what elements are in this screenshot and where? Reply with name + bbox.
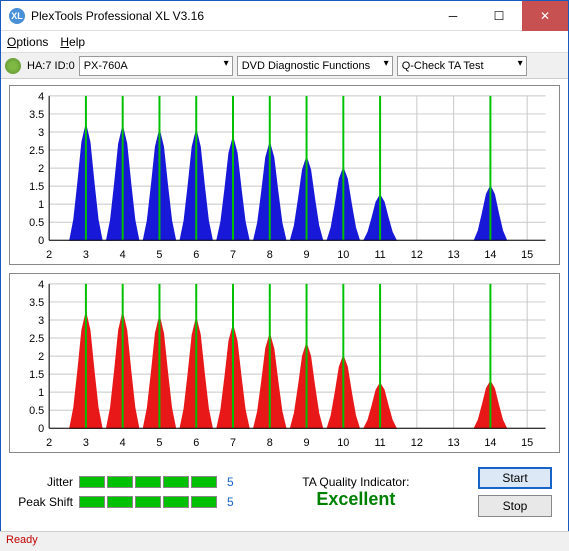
svg-text:8: 8 bbox=[267, 249, 273, 261]
svg-text:2.5: 2.5 bbox=[29, 333, 44, 345]
bar-segment bbox=[135, 476, 161, 488]
device-icon bbox=[5, 58, 21, 74]
svg-text:0.5: 0.5 bbox=[29, 405, 44, 417]
svg-text:0: 0 bbox=[38, 423, 44, 435]
stop-button[interactable]: Stop bbox=[478, 495, 552, 517]
svg-text:1.5: 1.5 bbox=[29, 369, 44, 381]
svg-text:11: 11 bbox=[374, 437, 385, 449]
svg-text:6: 6 bbox=[193, 437, 199, 449]
menu-options[interactable]: Options bbox=[7, 35, 48, 49]
svg-text:14: 14 bbox=[484, 437, 496, 449]
svg-text:12: 12 bbox=[411, 437, 423, 449]
svg-text:0: 0 bbox=[38, 235, 44, 247]
bar-segment bbox=[163, 496, 189, 508]
svg-text:5: 5 bbox=[156, 437, 162, 449]
bottom-panel: Jitter 5 Peak Shift 5 TA Quality Indicat… bbox=[9, 461, 560, 521]
svg-text:15: 15 bbox=[521, 437, 533, 449]
bar-segment bbox=[107, 496, 133, 508]
statusbar: Ready bbox=[0, 531, 569, 551]
bar-segment bbox=[107, 476, 133, 488]
svg-text:11: 11 bbox=[374, 249, 385, 261]
content-area: 00.511.522.533.5423456789101112131415 00… bbox=[1, 79, 568, 525]
svg-text:4: 4 bbox=[38, 91, 44, 103]
svg-text:1.5: 1.5 bbox=[29, 181, 44, 193]
start-button[interactable]: Start bbox=[478, 467, 552, 489]
svg-text:2.5: 2.5 bbox=[29, 145, 44, 157]
device-id-label: HA:7 ID:0 bbox=[27, 60, 75, 72]
svg-text:6: 6 bbox=[193, 249, 199, 261]
jitter-label: Jitter bbox=[17, 475, 73, 489]
svg-text:7: 7 bbox=[230, 437, 236, 449]
svg-text:8: 8 bbox=[267, 437, 273, 449]
svg-text:0.5: 0.5 bbox=[29, 217, 44, 229]
svg-text:2: 2 bbox=[46, 249, 52, 261]
svg-text:7: 7 bbox=[230, 249, 236, 261]
window-title: PlexTools Professional XL V3.16 bbox=[31, 9, 430, 23]
svg-text:10: 10 bbox=[337, 249, 349, 261]
svg-text:14: 14 bbox=[484, 249, 496, 261]
peakshift-bar bbox=[79, 496, 217, 508]
svg-text:3: 3 bbox=[38, 127, 44, 139]
jitter-value: 5 bbox=[227, 475, 234, 489]
svg-text:4: 4 bbox=[120, 249, 126, 261]
svg-text:1: 1 bbox=[38, 387, 44, 399]
function-select[interactable]: DVD Diagnostic Functions bbox=[237, 56, 393, 76]
titlebar: XL PlexTools Professional XL V3.16 ─ ☐ ✕ bbox=[1, 1, 568, 31]
svg-text:2: 2 bbox=[38, 351, 44, 363]
svg-text:9: 9 bbox=[304, 249, 310, 261]
menubar: Options Help bbox=[1, 31, 568, 53]
device-select[interactable]: PX-760A bbox=[79, 56, 233, 76]
quality-label: TA Quality Indicator: bbox=[242, 475, 470, 489]
peakshift-label: Peak Shift bbox=[17, 495, 73, 509]
svg-text:3.5: 3.5 bbox=[29, 297, 44, 309]
bar-segment bbox=[79, 496, 105, 508]
svg-text:13: 13 bbox=[448, 249, 460, 261]
chart-bottom-svg: 0 0.5 1 1.5 2 2.5 3 3.5 4 2 3 4 5 6 7 8 9 10 11 12 13 14 15 bbox=[10, 274, 559, 452]
svg-text:3: 3 bbox=[38, 315, 44, 327]
menu-help[interactable]: Help bbox=[60, 35, 85, 49]
quality-value: Excellent bbox=[242, 489, 470, 510]
bar-segment bbox=[79, 476, 105, 488]
metrics-grid: Jitter 5 Peak Shift 5 bbox=[17, 475, 234, 509]
peakshift-value: 5 bbox=[227, 495, 234, 509]
bar-segment bbox=[135, 496, 161, 508]
svg-text:3.5: 3.5 bbox=[29, 109, 44, 121]
svg-text:12: 12 bbox=[411, 249, 423, 261]
svg-text:10: 10 bbox=[337, 437, 349, 449]
toolbar: HA:7 ID:0 PX-760A DVD Diagnostic Functio… bbox=[1, 53, 568, 79]
chart-top: 0 0.5 1 1.5 2 2.5 3 3.5 4 2 3 4 5 6 7 8 9 10 11 12 13 14 15 bbox=[9, 85, 560, 265]
svg-text:4: 4 bbox=[120, 437, 126, 449]
svg-text:3: 3 bbox=[83, 437, 89, 449]
svg-text:15: 15 bbox=[521, 249, 533, 261]
jitter-bar bbox=[79, 476, 217, 488]
minimize-button[interactable]: ─ bbox=[430, 1, 476, 31]
app-icon: XL bbox=[9, 8, 25, 24]
bar-segment bbox=[191, 496, 217, 508]
svg-text:2: 2 bbox=[38, 163, 44, 175]
bar-segment bbox=[163, 476, 189, 488]
chart-top-svg: 0 0.5 1 1.5 2 2.5 3 3.5 4 2 3 4 5 6 7 8 9 10 11 12 13 14 15 bbox=[10, 86, 559, 264]
quality-indicator: TA Quality Indicator: Excellent bbox=[242, 475, 470, 510]
test-select[interactable]: Q-Check TA Test bbox=[397, 56, 527, 76]
svg-text:1: 1 bbox=[38, 199, 44, 211]
svg-text:3: 3 bbox=[83, 249, 89, 261]
svg-text:13: 13 bbox=[448, 437, 460, 449]
close-button[interactable]: ✕ bbox=[522, 1, 568, 31]
svg-text:5: 5 bbox=[156, 249, 162, 261]
svg-text:2: 2 bbox=[46, 437, 52, 449]
chart-bottom: 0 0.5 1 1.5 2 2.5 3 3.5 4 2 3 4 5 6 7 8 9 10 11 12 13 14 15 bbox=[9, 273, 560, 453]
maximize-button[interactable]: ☐ bbox=[476, 1, 522, 31]
svg-text:9: 9 bbox=[304, 437, 310, 449]
bar-segment bbox=[191, 476, 217, 488]
svg-text:4: 4 bbox=[38, 279, 44, 291]
